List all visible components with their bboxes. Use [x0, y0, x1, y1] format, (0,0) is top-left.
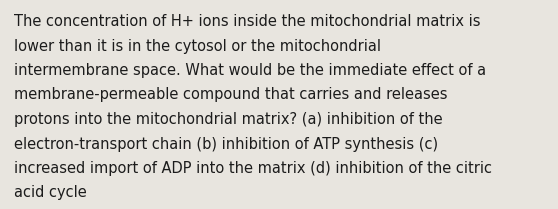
Text: acid cycle: acid cycle: [14, 186, 86, 200]
Text: lower than it is in the cytosol or the mitochondrial: lower than it is in the cytosol or the m…: [14, 38, 381, 54]
Text: membrane-permeable compound that carries and releases: membrane-permeable compound that carries…: [14, 88, 448, 102]
Text: intermembrane space. What would be the immediate effect of a: intermembrane space. What would be the i…: [14, 63, 486, 78]
Text: electron-transport chain (b) inhibition of ATP synthesis (c): electron-transport chain (b) inhibition …: [14, 136, 438, 152]
Text: increased import of ADP into the matrix (d) inhibition of the citric: increased import of ADP into the matrix …: [14, 161, 492, 176]
Text: The concentration of H+ ions inside the mitochondrial matrix is: The concentration of H+ ions inside the …: [14, 14, 480, 29]
Text: protons into the mitochondrial matrix? (a) inhibition of the: protons into the mitochondrial matrix? (…: [14, 112, 442, 127]
